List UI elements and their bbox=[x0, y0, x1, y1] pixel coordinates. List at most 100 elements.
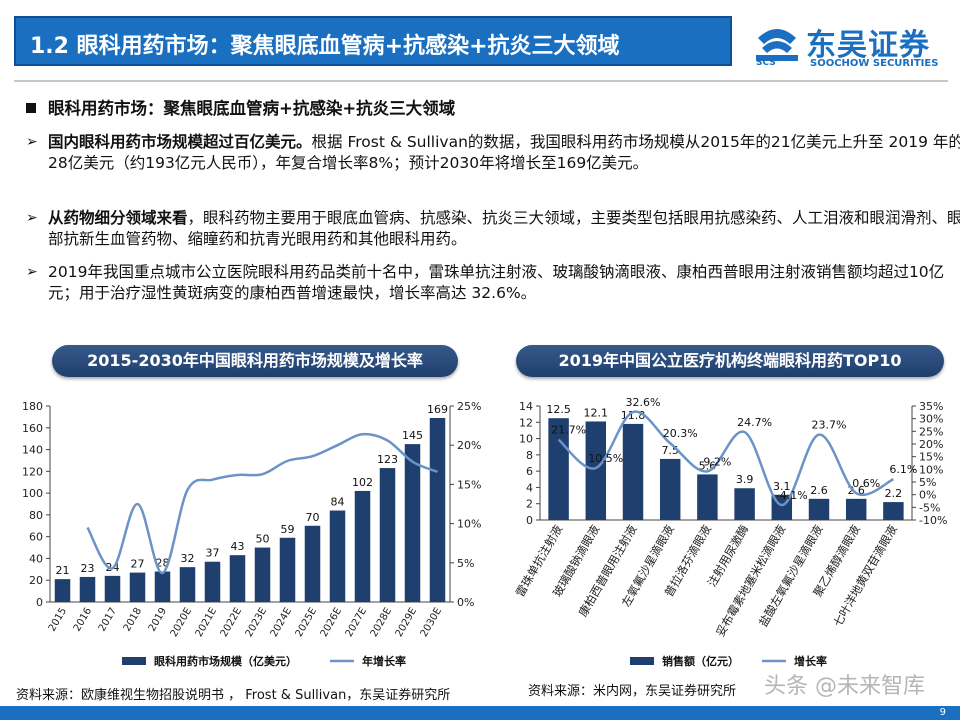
chart2-line-label: 23.7% bbox=[812, 419, 847, 432]
bullet-2-text: ，眼科药物主要用于眼底血管病、抗感染、抗炎三大领域，主要类型包括眼用抗感染药、人… bbox=[48, 209, 960, 248]
chart1-legend-bar-swatch bbox=[122, 657, 146, 665]
bullet-1-bold: 国内眼科用药市场规模超过百亿美元。 bbox=[48, 133, 312, 151]
chart2-left-tick-label: 0 bbox=[526, 514, 533, 527]
logo-mark-icon bbox=[756, 29, 798, 61]
chart1-bar bbox=[129, 572, 146, 602]
chart1-bar-label: 32 bbox=[181, 552, 195, 565]
chart1-right-tick-label: 20% bbox=[457, 439, 481, 452]
chart1-bar-label: 123 bbox=[377, 453, 398, 466]
chart2-left-tick-label: 12 bbox=[519, 416, 533, 429]
chart2-line-label: 32.6% bbox=[626, 396, 661, 409]
chart1-category-label: 2025E bbox=[294, 606, 319, 639]
chart2-line-label: 0.6% bbox=[852, 477, 880, 490]
chart1-bar bbox=[54, 579, 71, 602]
chart1-bar-label: 23 bbox=[81, 562, 95, 575]
chart2-right-tick-label: 25% bbox=[919, 425, 943, 438]
chart2-line-label: 20.3% bbox=[663, 427, 698, 440]
chart1-bar bbox=[254, 547, 271, 602]
chart2-bar-label: 2.2 bbox=[885, 487, 903, 500]
chart1-right-tick-label: 5% bbox=[457, 557, 474, 570]
chart2-right-tick-label: -10% bbox=[919, 514, 947, 527]
chart1-category-label: 2021E bbox=[194, 606, 219, 639]
chart2-left-tick-label: 6 bbox=[526, 465, 533, 478]
chart1-bar bbox=[79, 576, 96, 602]
chart1-bar bbox=[379, 468, 396, 602]
chart2-bar-label: 2.6 bbox=[810, 484, 828, 497]
chart1-bar-label: 70 bbox=[306, 511, 320, 524]
chart1-bar bbox=[104, 575, 121, 602]
chart1-bar-label: 43 bbox=[231, 540, 245, 553]
chart2-category-label: 妥布霉素地塞米松滴眼液 bbox=[713, 522, 789, 639]
chart1-right-tick-label: 25% bbox=[457, 400, 481, 413]
chart2-legend-bar-swatch bbox=[630, 657, 654, 665]
logo-abbr: SCS bbox=[756, 58, 776, 68]
chart2-line-label: -4.1% bbox=[776, 489, 808, 502]
chart2-left-tick-label: 4 bbox=[526, 481, 533, 494]
chart1-bar bbox=[279, 537, 296, 602]
chart1-category-label: 2020E bbox=[169, 606, 194, 639]
chart2-bar-label: 3.1 bbox=[773, 480, 791, 493]
chart1-bar bbox=[429, 417, 446, 602]
chart1-left-tick-label: 140 bbox=[22, 444, 43, 457]
chart1-growth-line bbox=[86, 432, 438, 575]
arrow-bullet-icon: ➢ bbox=[26, 134, 38, 150]
bullet-1-text: 根据 Frost & Sullivan的数据，我国眼科用药市场规模从2015年的… bbox=[48, 133, 960, 172]
chart2-right-tick-label: -5% bbox=[919, 501, 940, 514]
chart1-bar-label: 145 bbox=[402, 429, 423, 442]
chart1-category-label: 2015 bbox=[47, 606, 69, 634]
chart2-left-tick-label: 2 bbox=[526, 498, 533, 511]
chart1-bar bbox=[229, 555, 246, 602]
chart1-category-label: 2024E bbox=[269, 606, 294, 639]
title-bar: 1.2 眼科用药市场：聚焦眼底血管病+抗感染+抗炎三大领域 bbox=[14, 16, 732, 66]
section-heading: 眼科用药市场：聚焦眼底血管病+抗感染+抗炎三大领域 bbox=[26, 98, 946, 119]
chart1-bar bbox=[154, 571, 171, 602]
chart2-left-tick-label: 14 bbox=[519, 400, 533, 413]
chart2-right-tick-label: 35% bbox=[919, 400, 943, 413]
chart2-legend-line-label: 增长率 bbox=[794, 654, 827, 668]
chart1-bar bbox=[404, 444, 421, 602]
chart1-title: 2015-2030年中国眼科用药市场规模及增长率 bbox=[52, 345, 458, 377]
chart1-category-label: 2023E bbox=[244, 606, 269, 639]
heading-text: 眼科用药市场：聚焦眼底血管病+抗感染+抗炎三大领域 bbox=[48, 99, 456, 118]
chart1-left-tick-label: 20 bbox=[29, 574, 43, 587]
chart1-bar bbox=[304, 525, 321, 602]
chart1-category-label: 2026E bbox=[319, 606, 344, 639]
chart1-bar-label: 84 bbox=[331, 496, 345, 509]
chart1-category-label: 2019 bbox=[147, 606, 169, 634]
chart1-left-tick-label: 160 bbox=[22, 422, 43, 435]
chart1-category-label: 2030E bbox=[419, 606, 444, 639]
chart2-right-tick-label: 15% bbox=[919, 451, 943, 464]
bullet-3-text: 2019年我国重点城市公立医院眼科用药品类前十名中，雷珠单抗注射液、玻璃酸钠滴眼… bbox=[48, 263, 945, 302]
chart1-left-tick-label: 120 bbox=[22, 465, 43, 478]
chart2-bar bbox=[697, 474, 718, 520]
chart1-bar-label: 59 bbox=[281, 523, 295, 536]
page-title: 1.2 眼科用药市场：聚焦眼底血管病+抗感染+抗炎三大领域 bbox=[30, 34, 620, 59]
chart1-left-tick-label: 0 bbox=[36, 596, 43, 609]
page-number: 9 bbox=[939, 707, 946, 718]
chart1-category-label: 2016 bbox=[72, 606, 94, 634]
chart2-line-label: 6.1% bbox=[889, 463, 917, 476]
market-size-chart: 0 20 40 60 80 100 120 140 160 180 0% 5% 10% 15% 20% 25%… bbox=[22, 400, 481, 668]
chart1-right-tick-label: 10% bbox=[457, 518, 481, 531]
chart1-right-tick-label: 0% bbox=[457, 596, 474, 609]
chart1-source: 资料来源：欧康维视生物招股说明书 ， Frost & Sullivan，东吴证券… bbox=[16, 688, 451, 703]
chart1-bar bbox=[179, 567, 196, 602]
chart1-legend-line-label: 年增长率 bbox=[362, 654, 406, 668]
logo-en: SOOCHOW SECURITIES bbox=[810, 58, 939, 69]
top10-drugs-chart: 0 2 4 6 8 10 12 14 -10%-5%0%5%10%15%20%25%30%35%… bbox=[513, 396, 948, 668]
footer-bar: 9 bbox=[0, 706, 960, 720]
chart2-bar bbox=[734, 488, 755, 520]
chart2-left-tick-label: 10 bbox=[519, 433, 533, 446]
chart2-line-label: 24.7% bbox=[737, 416, 772, 429]
chart2-bar bbox=[883, 502, 904, 520]
chart1-bar-label: 37 bbox=[206, 547, 220, 560]
watermark: 头条 @未来智库 bbox=[764, 674, 925, 699]
bullet-1: ➢ 国内眼科用药市场规模超过百亿美元。根据 Frost & Sullivan的数… bbox=[26, 132, 960, 174]
chart1-category-label: 2017 bbox=[97, 606, 119, 634]
chart2-bar bbox=[585, 421, 607, 520]
chart1-legend-bar-label: 眼科用药市场规模（亿美元） bbox=[154, 654, 297, 668]
company-logo: SCS 东吴证券 SOOCHOW SECURITIES bbox=[752, 20, 948, 74]
chart2-legend-bar-label: 销售额（亿元） bbox=[662, 654, 739, 668]
chart1-bar-label: 21 bbox=[56, 564, 70, 577]
chart1-bar-label: 169 bbox=[427, 403, 448, 416]
